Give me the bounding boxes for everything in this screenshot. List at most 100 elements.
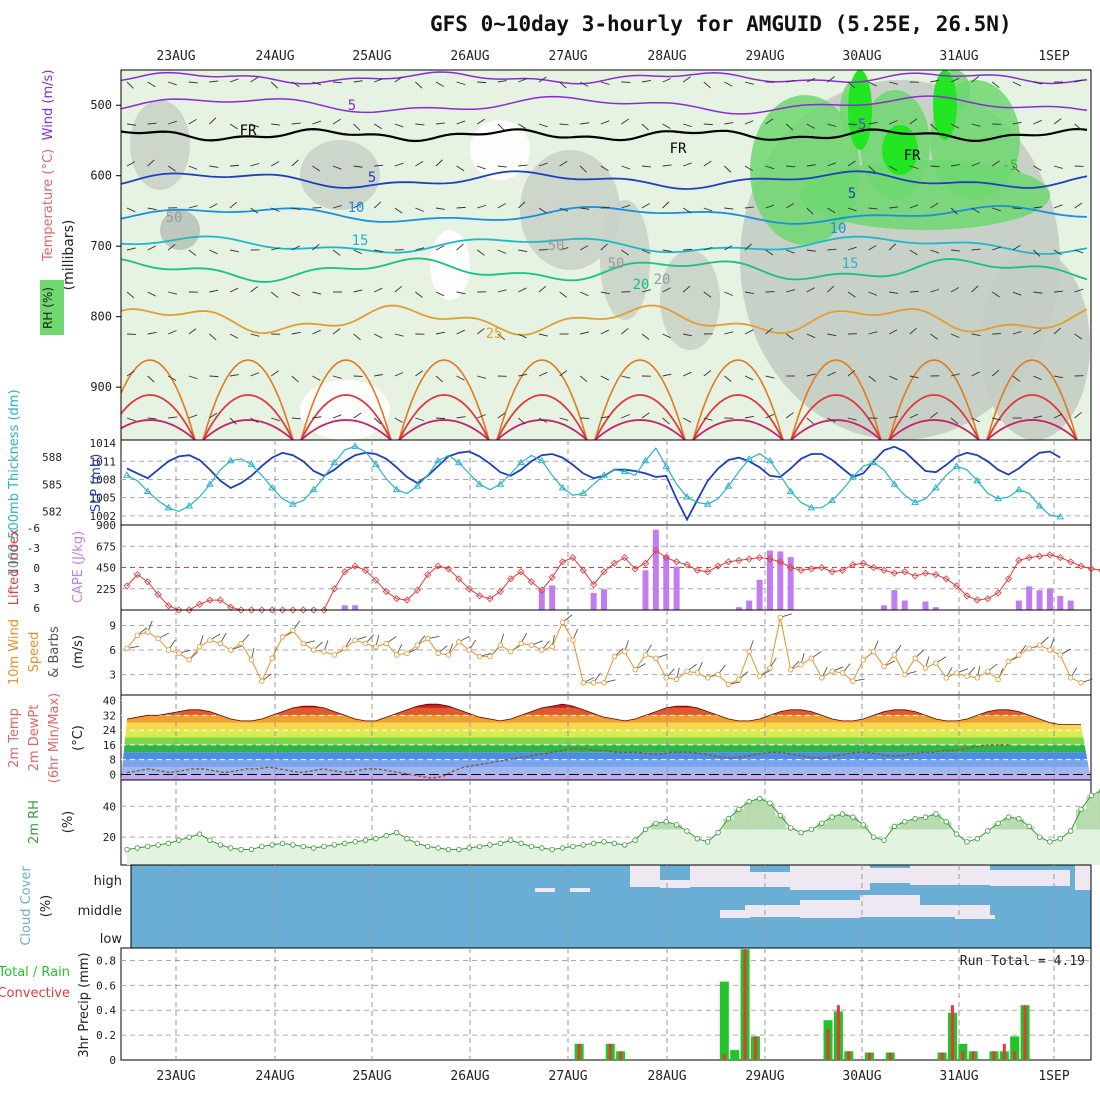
rh-point (373, 836, 379, 842)
rh-point (300, 843, 306, 850)
wind-barb (477, 414, 486, 419)
bottom-date-axis: 23AUG 24AUG 25AUG 26AUG 27AUG 28AUG 29AUG 30AUG… (156, 1069, 1069, 1084)
top-date-label: 1SEP (1038, 49, 1069, 64)
rh-high-fill (775, 815, 786, 830)
wind-speed-point (425, 635, 431, 642)
lifted-index-point (144, 578, 152, 586)
wind-barb (744, 415, 754, 419)
cloud-gap (630, 865, 660, 887)
wind-barb (662, 287, 671, 293)
lifted-index-point (880, 566, 888, 574)
rh-shading-region (300, 140, 380, 210)
wind-barb (806, 164, 816, 167)
wind-barb (312, 120, 322, 125)
wind-barb (600, 243, 608, 251)
rh-point (279, 840, 286, 847)
rh-axis-title: (%) (61, 811, 76, 834)
wind-barb (1074, 123, 1082, 131)
wind-barb (435, 331, 445, 335)
lifted-index-point (403, 596, 411, 604)
slp-tick-label: 1011 (90, 455, 117, 468)
wind-barb (950, 123, 960, 129)
rh-point (725, 815, 732, 822)
rh-high-fill (1076, 809, 1087, 830)
precip-tick-label: 0.4 (96, 1004, 116, 1017)
wind-barb (229, 78, 239, 83)
wind-barb (291, 291, 301, 297)
wind-speed-point (570, 637, 576, 643)
rh-point (342, 840, 348, 847)
wind-barb (229, 164, 240, 167)
thickness-point (123, 471, 131, 478)
wind-barb (724, 165, 732, 173)
wind-speed-point (1026, 645, 1032, 652)
wind-speed-point (1036, 642, 1043, 648)
lifted-index-line (126, 549, 1100, 611)
wind-barb (435, 159, 443, 167)
li-tick-label: 6 (33, 602, 40, 615)
wind-speed-point (902, 671, 908, 678)
wind-barb (889, 81, 899, 85)
wind-barb (188, 414, 198, 419)
lifted-index-point (216, 596, 224, 604)
wind-barb (724, 331, 734, 335)
li-tick-label: -6 (27, 522, 40, 535)
rh-high-fill (816, 823, 828, 830)
y-tick-label: 800 (90, 310, 112, 324)
thickness-point (1014, 485, 1023, 493)
wind-barb (641, 333, 650, 340)
wind-barb (888, 243, 896, 251)
wind-barb (786, 289, 795, 293)
wind-speed-point (1005, 658, 1012, 665)
wind-barb (600, 415, 610, 419)
wind-barb (209, 412, 218, 419)
wind-barb (806, 373, 816, 377)
wind-barb (950, 333, 960, 338)
rh-point (881, 837, 887, 843)
cape-bar (777, 551, 784, 610)
wind-barb (559, 370, 568, 377)
temperature-contour (121, 235, 1088, 255)
contour-label: 20 (633, 277, 650, 293)
wind-barb (477, 165, 486, 170)
precip-convective-bar (971, 1051, 975, 1060)
lifted-index-point (548, 573, 556, 581)
cape-tick-label: 450 (96, 562, 116, 575)
lifted-index-point (1046, 551, 1054, 559)
rh-high-fill (941, 821, 952, 830)
cloud-gap (990, 870, 1070, 886)
wind-barb (126, 123, 136, 126)
wind-barb (497, 249, 507, 254)
rh-high-fill (1003, 817, 1014, 830)
thickness-point (620, 467, 629, 475)
wind-barb (868, 121, 878, 125)
wind-barb (909, 165, 919, 170)
wind-barb (477, 375, 487, 379)
wind-barb (353, 333, 361, 341)
precip-total-bar (719, 981, 729, 1060)
wind-barb (209, 289, 219, 293)
top-date-label: 30AUG (842, 49, 881, 64)
wind-barb (785, 412, 794, 419)
surface-heating-contour (594, 419, 686, 440)
rh-legend-swatch (40, 280, 64, 335)
wind-barb (518, 201, 526, 209)
wind-barb (147, 417, 157, 420)
surface-heating-contour (398, 394, 490, 440)
wind-speed-point (653, 655, 659, 661)
wind-speed-point (269, 655, 275, 661)
wind-barb (270, 370, 279, 377)
precip-tick-label: 0 (109, 1054, 116, 1067)
lifted-index-point (1087, 565, 1095, 573)
wind-barb (497, 80, 507, 83)
contour-label: -5 (1002, 158, 1019, 174)
temp-axis-title: (°C) (71, 725, 86, 751)
wind-barb (662, 249, 672, 252)
wind-barb (518, 417, 526, 425)
wind-barb (580, 122, 590, 125)
temp-axis-title: 2m DewPt (27, 705, 42, 772)
surface-heating-contour (300, 359, 392, 440)
lifted-index-point (1025, 554, 1033, 562)
wind-speed-point (974, 675, 981, 681)
wind-barb (271, 417, 280, 422)
